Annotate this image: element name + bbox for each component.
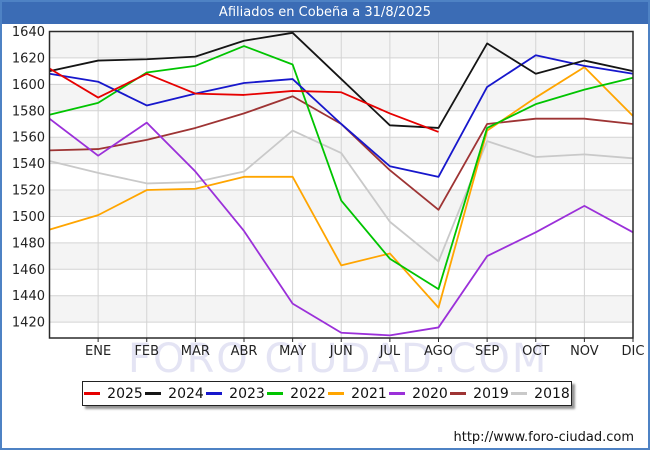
chart-legend: 2025 2024 2023 2022 2021 2020 2019 2018 — [82, 381, 572, 406]
y-tick-label: 1480 — [12, 236, 45, 251]
y-tick-label: 1420 — [12, 316, 45, 331]
legend-label-2024: 2024 — [168, 385, 204, 402]
title-bar: Afiliados en Cobeña a 31/8/2025 — [2, 2, 648, 24]
y-tick-label: 1620 — [12, 51, 45, 66]
y-tick-label: 1440 — [12, 289, 45, 304]
legend-label-2022: 2022 — [290, 385, 326, 402]
y-tick-label: 1520 — [12, 184, 45, 199]
series-line-2024 — [49, 31, 634, 129]
x-tick-label: JUN — [329, 344, 353, 359]
legend-item-2019: 2019 — [449, 386, 510, 402]
y-tick-label: 1560 — [12, 131, 45, 146]
series-line-2020 — [48, 117, 634, 337]
legend-swatch-2025 — [84, 392, 101, 395]
y-tick-label: 1640 — [12, 25, 45, 40]
legend-item-2021: 2021 — [327, 386, 388, 402]
x-tick-label: SEP — [475, 344, 499, 359]
series-line-2025 — [49, 67, 439, 133]
y-tick-label: 1500 — [12, 210, 45, 225]
legend-swatch-2023 — [206, 392, 223, 395]
legend-label-2019: 2019 — [473, 385, 509, 402]
legend-swatch-2022 — [267, 392, 284, 395]
plot-border — [48, 30, 634, 339]
legend-swatch-2020 — [389, 392, 406, 395]
x-tick-label: MAR — [181, 344, 210, 359]
legend-label-2025: 2025 — [107, 385, 143, 402]
series-line-2023 — [49, 54, 634, 178]
series-line-2018 — [49, 129, 634, 263]
legend-label-2021: 2021 — [351, 385, 387, 402]
x-tick-label: OCT — [522, 344, 549, 359]
legend-item-2025: 2025 — [83, 386, 144, 402]
legend-swatch-2019 — [450, 392, 467, 395]
legend-item-2018: 2018 — [510, 386, 571, 402]
legend-swatch-2021 — [328, 392, 345, 395]
y-tick-label: 1540 — [12, 157, 45, 172]
legend-label-2020: 2020 — [412, 385, 448, 402]
x-tick-label: MAY — [279, 344, 306, 359]
y-tick-label: 1600 — [12, 78, 45, 93]
page-title: Afiliados en Cobeña a 31/8/2025 — [218, 5, 432, 20]
footer-url: http://www.foro-ciudad.com — [453, 430, 634, 445]
y-tick-label: 1460 — [12, 263, 45, 278]
legend-item-2022: 2022 — [266, 386, 327, 402]
legend-label-2018: 2018 — [534, 385, 570, 402]
series-line-2021 — [49, 66, 634, 309]
legend-item-2024: 2024 — [144, 386, 205, 402]
legend-swatch-2018 — [511, 392, 528, 395]
series-line-2022 — [49, 45, 634, 291]
y-tick-label: 1580 — [12, 104, 45, 119]
legend-item-2020: 2020 — [388, 386, 449, 402]
x-tick-label: ABR — [231, 344, 258, 359]
x-tick-label: AGO — [424, 344, 453, 359]
x-tick-label: ENE — [85, 344, 111, 359]
legend-item-2023: 2023 — [205, 386, 266, 402]
x-tick-label: NOV — [570, 344, 599, 359]
x-tick-label: JUL — [379, 344, 401, 359]
legend-label-2023: 2023 — [229, 385, 265, 402]
x-tick-label: DIC — [622, 344, 645, 359]
x-tick-label: FEB — [134, 344, 159, 359]
legend-swatch-2024 — [145, 392, 162, 395]
